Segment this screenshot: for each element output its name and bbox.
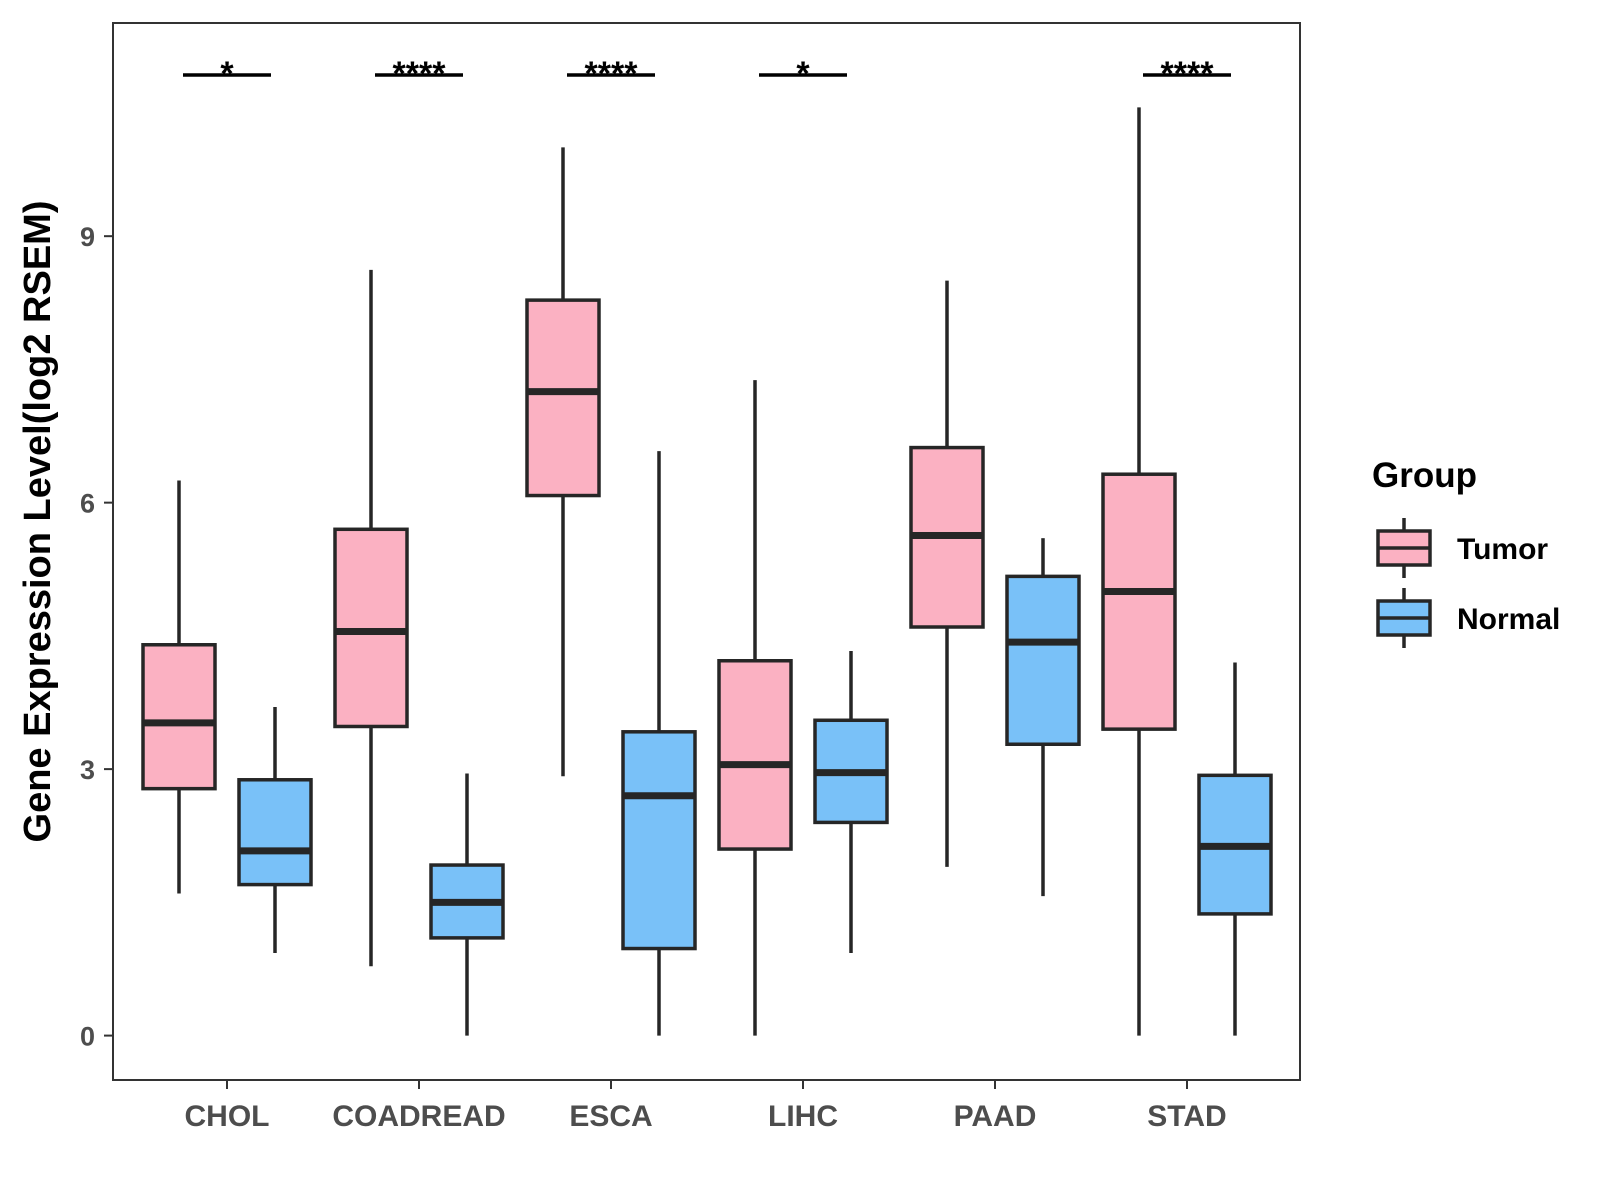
y-tick-label-9: 9 <box>80 222 95 252</box>
box-normal-esca <box>621 730 697 951</box>
significance-layer: * **** **** * **** <box>183 55 1231 93</box>
legend-title: Group <box>1372 456 1477 495</box>
x-axis: CHOL COADREAD ESCA LIHC PAAD STAD <box>185 1080 1227 1133</box>
x-tick-label-coadread: COADREAD <box>332 1100 505 1133</box>
box-tumor-lihc <box>717 659 793 851</box>
significance-label-chol: * <box>220 55 234 93</box>
box-normal-paad <box>1005 574 1081 746</box>
y-tick-label-0: 0 <box>80 1022 95 1052</box>
x-tick-label-stad: STAD <box>1147 1100 1226 1133</box>
significance-label-stad: **** <box>1161 55 1215 93</box>
plot-panel-border <box>112 22 1301 1081</box>
box-tumor-coadread <box>333 527 409 729</box>
legend: Group Tumor Normal <box>1372 456 1560 648</box>
box-normal-chol <box>237 778 313 887</box>
y-axis: 0 3 6 9 <box>80 222 113 1052</box>
x-tick-label-paad: PAAD <box>954 1100 1037 1133</box>
y-tick-label-3: 3 <box>80 755 95 785</box>
significance-label-coadread: **** <box>393 55 447 93</box>
x-tick-label-chol: CHOL <box>185 1100 270 1133</box>
x-tick-label-esca: ESCA <box>569 1100 652 1133</box>
legend-label-normal: Normal <box>1457 603 1560 636</box>
x-tick-label-lihc: LIHC <box>768 1100 838 1133</box>
boxes-layer <box>141 107 1273 1036</box>
significance-label-lihc: * <box>796 55 810 93</box>
legend-label-tumor: Tumor <box>1457 533 1548 566</box>
box-tumor-esca <box>525 298 601 498</box>
significance-label-esca: **** <box>585 55 639 93</box>
y-axis-title: Gene Expression Level(log2 RSEM) <box>17 201 59 843</box>
box-tumor-chol <box>141 643 217 791</box>
box-tumor-stad <box>1101 472 1177 731</box>
y-tick-label-6: 6 <box>80 489 95 519</box>
